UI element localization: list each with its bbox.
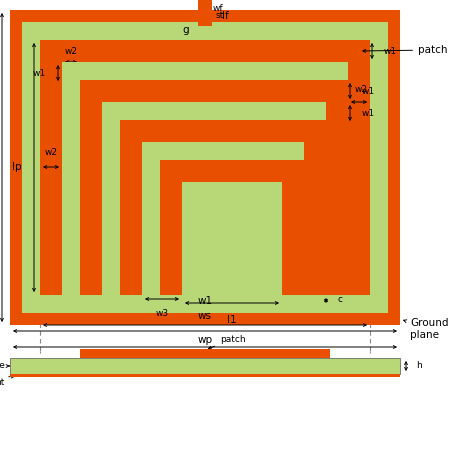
Bar [120,120,142,295]
Bar [62,273,80,295]
Text: lp: lp [12,162,22,172]
Bar [160,273,326,295]
Text: w1: w1 [33,69,46,78]
Bar [10,374,400,377]
Text: Ground
plane: Ground plane [404,318,448,340]
Text: w3: w3 [155,309,169,318]
Text: patch: patch [209,335,246,349]
Text: w1: w1 [384,46,397,55]
Bar [80,80,348,102]
Text: w4: w4 [257,256,271,265]
Text: w1: w1 [198,296,212,306]
Text: st: st [216,11,224,20]
Text: l1: l1 [227,315,237,325]
Bar [304,120,326,295]
Bar [102,102,326,295]
Bar [10,358,400,374]
Text: w1: w1 [362,109,375,118]
Text: mt: mt [0,378,5,387]
Text: h: h [416,362,422,371]
Bar [10,313,400,325]
Text: lf: lf [222,11,229,21]
Text: substrate: substrate [0,362,5,371]
Bar [80,349,330,358]
Text: c: c [338,295,343,304]
Bar [160,273,264,295]
Text: w2: w2 [145,127,157,136]
Bar [388,10,400,325]
Text: w1: w1 [362,86,375,95]
Bar [10,10,22,325]
Bar [40,40,62,295]
Bar [10,10,400,22]
Bar [62,62,348,295]
Text: ws: ws [198,359,212,369]
Text: patch: patch [363,45,447,55]
Bar [120,120,326,142]
Bar [182,182,282,295]
Bar [80,273,308,295]
Bar [282,160,304,295]
Bar [160,160,182,295]
Text: w2: w2 [45,148,57,157]
Bar [80,273,370,295]
Bar [198,0,212,26]
Bar [142,142,304,295]
Bar [10,10,400,325]
Bar [308,273,326,295]
Text: g: g [182,25,189,35]
Text: w2: w2 [355,85,367,94]
Text: wf: wf [213,4,224,13]
Text: wp: wp [198,335,212,345]
Bar [326,80,348,295]
Bar [40,40,370,62]
Text: w2: w2 [64,47,78,56]
Bar [348,40,370,295]
Bar [80,80,102,295]
Bar [160,160,304,182]
Bar [264,273,282,295]
Text: w2: w2 [104,87,118,96]
Bar [142,273,160,295]
Text: ws: ws [198,311,212,321]
